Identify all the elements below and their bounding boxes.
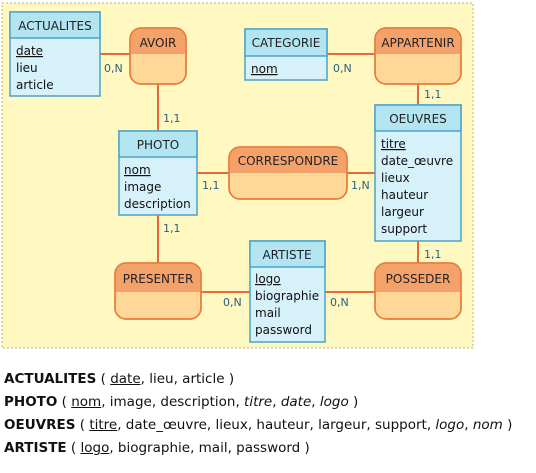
schema-line-oeuvres: OEUVRES ( titre, date_œuvre, lieux, haut… bbox=[4, 414, 534, 437]
schema-attributes: , date_œuvre, lieux, hauteur, largeur, s… bbox=[117, 417, 436, 433]
cardinality-posseder-oeuvres: 1,1 bbox=[424, 248, 442, 261]
schema-foreign-key: nom bbox=[472, 417, 503, 433]
entity-title: CATEGORIE bbox=[252, 36, 321, 50]
attribute: article bbox=[16, 78, 54, 92]
mcd-diagram: 0,N 1,1 0,N 1,1 1,1 1,N 1,1 0,N 0,N 1,1 … bbox=[1, 2, 474, 349]
cardinality-presenter-artiste: 0,N bbox=[223, 296, 242, 309]
schema-attributes: , biographie, mail, password bbox=[109, 440, 301, 456]
attribute: support bbox=[381, 222, 427, 236]
schema-foreign-key: logo bbox=[435, 417, 465, 433]
cardinality-actualites-avoir: 0,N bbox=[104, 62, 123, 75]
schema-paren-close: ) bbox=[502, 417, 513, 433]
entity-title: ACTUALITES bbox=[18, 19, 91, 33]
schema-primary-key: titre bbox=[89, 417, 118, 433]
schema-foreign-key: logo bbox=[319, 394, 349, 410]
attribute: lieux bbox=[381, 171, 410, 185]
entity-photo[interactable]: PHOTO nom image description bbox=[118, 130, 198, 216]
entity-title: OEUVRES bbox=[389, 112, 447, 126]
schema-line-actualites: ACTUALITES ( date, lieu, article ) bbox=[4, 368, 534, 391]
relation-correspondre[interactable]: CORRESPONDRE bbox=[228, 146, 348, 200]
schema-paren-close: ) bbox=[224, 371, 235, 387]
schema-paren-open: ( bbox=[57, 394, 72, 410]
schema-table-name: PHOTO bbox=[4, 394, 58, 410]
attribute: mail bbox=[255, 306, 281, 320]
cardinality-photo-correspondre: 1,1 bbox=[202, 179, 220, 192]
relation-appartenir[interactable]: APPARTENIR bbox=[374, 27, 462, 85]
schema-foreign-key: titre bbox=[244, 394, 273, 410]
schema-paren-open: ( bbox=[75, 417, 90, 433]
schema-primary-key: date bbox=[110, 371, 141, 387]
attribute: logo bbox=[255, 272, 281, 286]
schema-table-name: ACTUALITES bbox=[4, 371, 97, 387]
relation-posseder[interactable]: POSSEDER bbox=[374, 262, 462, 320]
attribute: nom bbox=[251, 62, 278, 76]
attribute: date_œuvre bbox=[381, 154, 453, 168]
schema-attributes: , image, description, bbox=[101, 394, 245, 410]
attribute: hauteur bbox=[381, 188, 428, 202]
relational-schema: ACTUALITES ( date, lieu, article ) PHOTO … bbox=[4, 368, 534, 460]
attribute: biographie bbox=[255, 289, 319, 303]
schema-attributes: , bbox=[272, 394, 281, 410]
schema-attributes: , bbox=[464, 417, 473, 433]
entity-categorie[interactable]: CATEGORIE nom bbox=[244, 28, 328, 81]
cardinality-correspondre-oeuvres: 1,N bbox=[351, 179, 370, 192]
relation-label: PRESENTER bbox=[123, 272, 194, 286]
relation-presenter[interactable]: PRESENTER bbox=[114, 262, 202, 320]
relation-label: AVOIR bbox=[140, 36, 177, 50]
cardinality-artiste-posseder: 0,N bbox=[330, 296, 349, 309]
attribute: description bbox=[124, 197, 191, 211]
attribute: lieu bbox=[16, 61, 38, 75]
attribute: largeur bbox=[381, 205, 424, 219]
schema-paren-open: ( bbox=[96, 371, 111, 387]
links bbox=[100, 53, 419, 293]
attribute: password bbox=[255, 323, 312, 337]
cardinality-appartenir-oeuvres: 1,1 bbox=[424, 88, 442, 101]
entity-oeuvres[interactable]: OEUVRES titre date_œuvre lieux hauteur l… bbox=[374, 104, 462, 242]
relation-label: APPARTENIR bbox=[381, 36, 454, 50]
attribute: date bbox=[16, 44, 43, 58]
attribute: titre bbox=[381, 137, 406, 151]
relation-avoir[interactable]: AVOIR bbox=[129, 27, 187, 85]
entity-title: ARTISTE bbox=[262, 248, 311, 262]
schema-primary-key: logo bbox=[80, 440, 110, 456]
schema-attributes: , lieu, article bbox=[140, 371, 225, 387]
schema-paren-close: ) bbox=[300, 440, 310, 456]
cardinality-photo-presenter: 1,1 bbox=[163, 222, 181, 235]
schema-paren-close: ) bbox=[348, 394, 359, 410]
schema-paren-open: ( bbox=[66, 440, 81, 456]
entity-title: PHOTO bbox=[137, 138, 179, 152]
schema-table-name: ARTISTE bbox=[4, 440, 67, 456]
cardinality-avoir-photo: 1,1 bbox=[163, 112, 181, 125]
cardinality-categorie-appartenir: 0,N bbox=[333, 62, 352, 75]
attribute: nom bbox=[124, 163, 151, 177]
relation-label: POSSEDER bbox=[386, 272, 451, 286]
schema-primary-key: nom bbox=[71, 394, 102, 410]
entity-artiste[interactable]: ARTISTE logo biographie mail password bbox=[249, 240, 326, 343]
schema-foreign-key: date bbox=[280, 394, 312, 410]
cardinalities: 0,N 1,1 0,N 1,1 1,1 1,N 1,1 0,N 0,N 1,1 bbox=[104, 62, 442, 309]
schema-line-photo: PHOTO ( nom, image, description, titre, … bbox=[4, 391, 534, 414]
relation-label: CORRESPONDRE bbox=[238, 154, 339, 168]
schema-table-name: OEUVRES bbox=[4, 417, 76, 433]
entity-actualites[interactable]: ACTUALITES date lieu article bbox=[9, 11, 101, 97]
schema-line-artiste: ARTISTE ( logo, biographie, mail, passwo… bbox=[4, 437, 534, 460]
schema-attributes: , bbox=[311, 394, 320, 410]
attribute: image bbox=[124, 180, 161, 194]
